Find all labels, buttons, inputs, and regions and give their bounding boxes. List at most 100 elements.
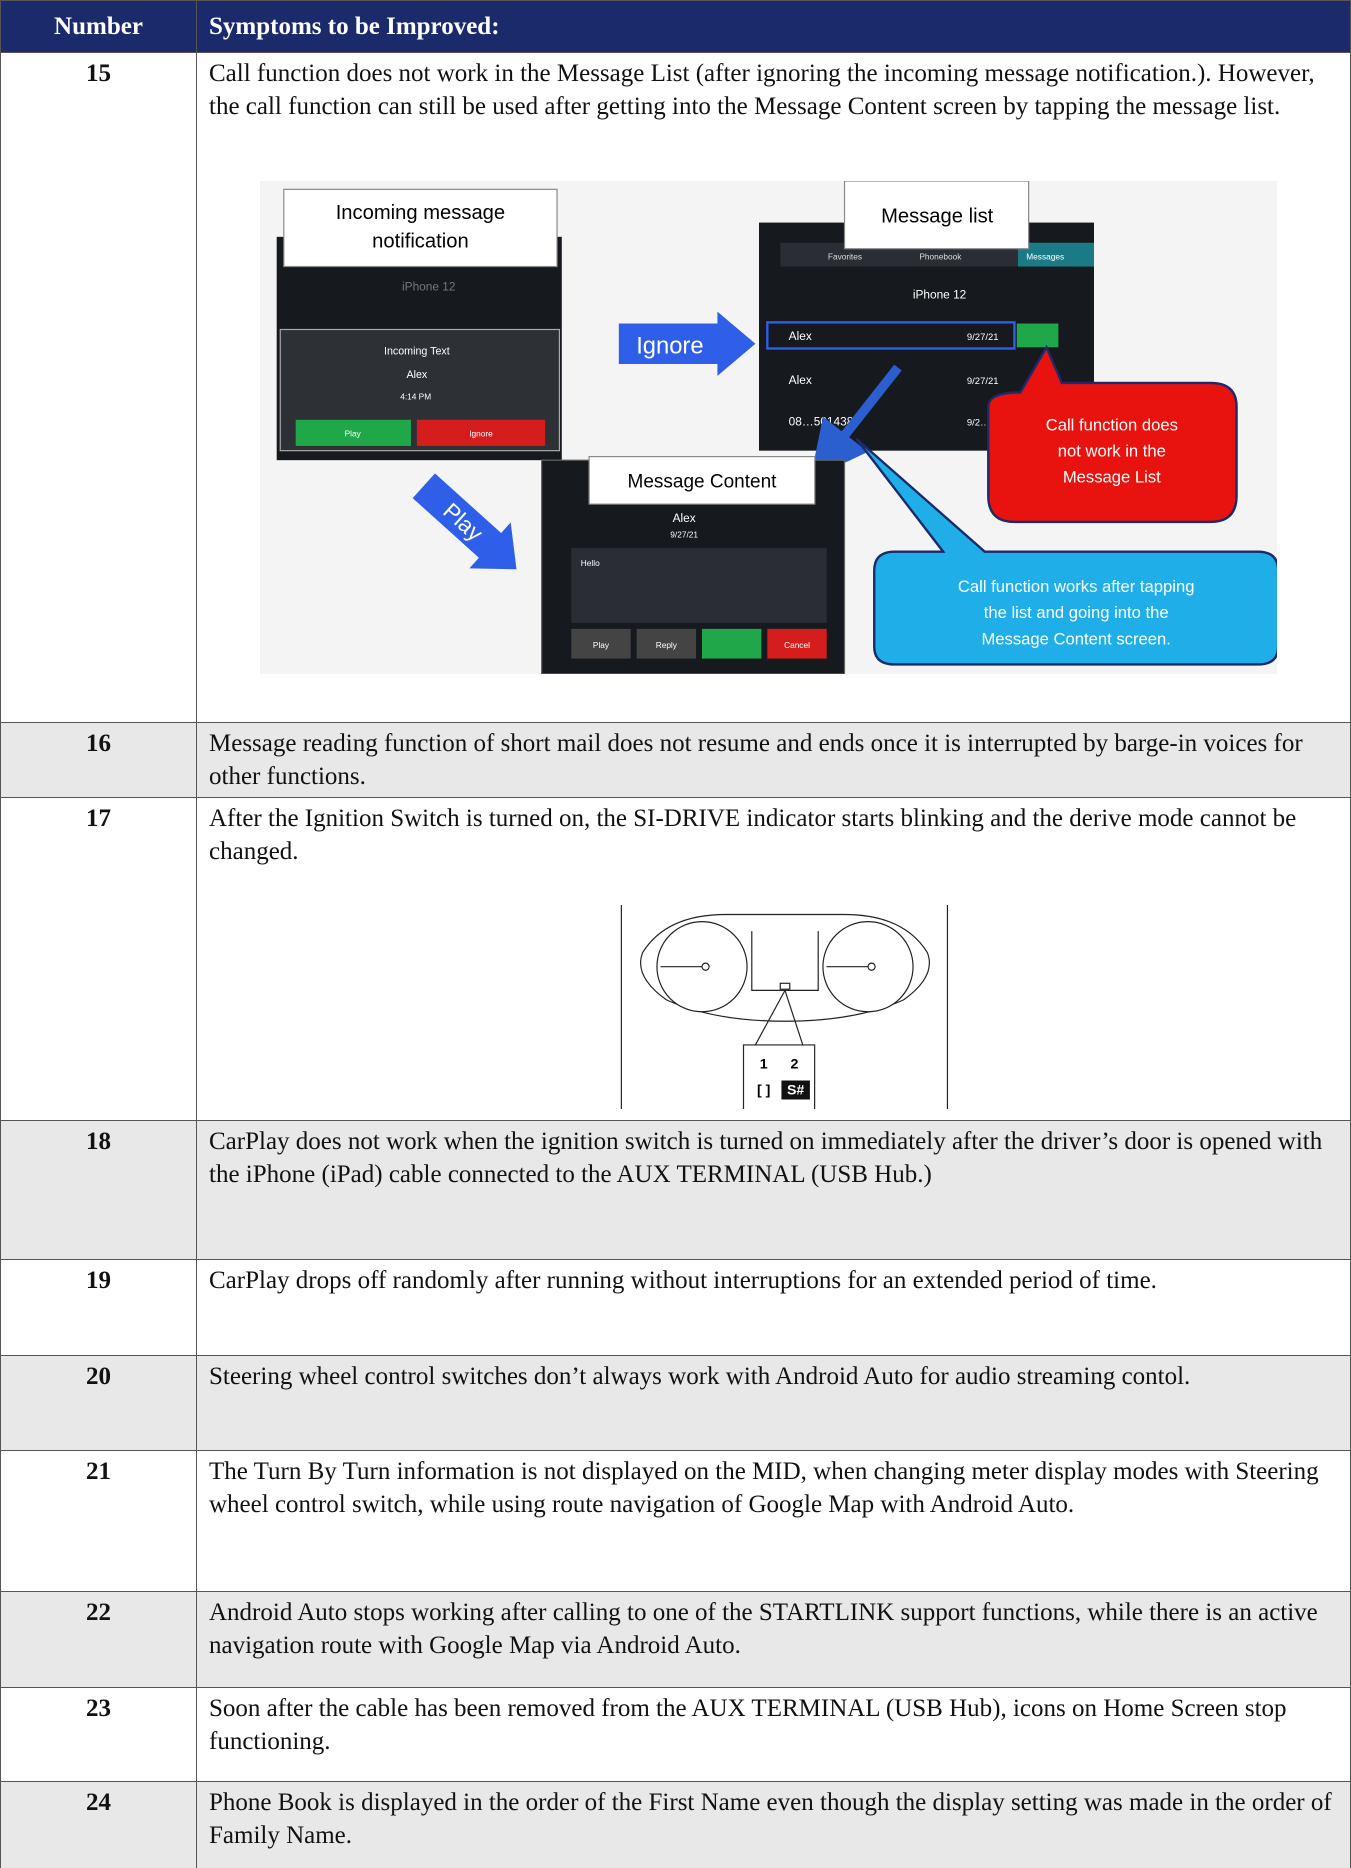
label: Play: [345, 428, 362, 438]
label: 08…501438: [789, 415, 854, 429]
row: 18 CarPlay does not work when the ignitio…: [0, 1120, 1351, 1260]
button: [636, 628, 697, 659]
row: 16 Message reading function of short mail…: [0, 722, 1351, 798]
label: 4:14 PM: [400, 392, 431, 402]
number-cell: 22: [0, 1591, 197, 1688]
label: Ignore: [636, 332, 703, 359]
row: 17 After the Ignition Switch is turned o…: [0, 797, 1351, 1121]
outline: [751, 931, 819, 991]
label: Message Content screen.: [981, 629, 1170, 648]
number-cell: 24: [0, 1781, 197, 1868]
outline: [742, 1044, 816, 1109]
arrow: [618, 311, 756, 376]
label-box: [283, 188, 558, 268]
label: not work in the: [1058, 442, 1166, 461]
row: 15 Call function does not work in the Me…: [0, 52, 1351, 723]
label: Play: [593, 640, 610, 650]
label: Message Content: [628, 471, 778, 492]
label: [ ]: [757, 1083, 770, 1099]
row: 19 CarPlay drops off randomly after runni…: [0, 1259, 1351, 1356]
meter-figure: 1 2 [ ] S#: [620, 905, 949, 1109]
number-cell: 15: [0, 52, 197, 723]
label: notification: [372, 231, 469, 253]
label: S#: [787, 1083, 804, 1099]
number-cell: 19: [0, 1259, 197, 1356]
arrow: Play: [412, 473, 517, 570]
label: Incoming Text: [384, 345, 450, 357]
label: 9/27/21: [967, 332, 999, 343]
label: Alex: [406, 369, 427, 381]
highlight: [766, 321, 1016, 350]
symptom-text: Call function does not work in the Messa…: [209, 60, 1315, 120]
label: iPhone 12: [913, 288, 966, 302]
call-button: [1016, 323, 1059, 348]
label: 1: [760, 1057, 768, 1073]
symbol-box: [781, 1080, 810, 1100]
text-cell: Call function does not work in the Messa…: [196, 52, 1351, 723]
label: Alex: [673, 511, 696, 525]
label: 2: [791, 1057, 799, 1073]
tab: [1017, 242, 1094, 267]
label: 9/2…: [967, 418, 990, 429]
needle: [701, 962, 710, 971]
row: 20 Steering wheel control switches don’t …: [0, 1355, 1351, 1451]
label: 9/27/21: [967, 376, 999, 387]
message-figure: Incoming message notification iPhone 12 …: [260, 181, 1277, 674]
label: Ignore: [469, 428, 493, 438]
symptom-text: After the Ignition Switch is turned on, …: [209, 805, 1297, 865]
label: Incoming message: [336, 202, 505, 224]
text-cell: Phone Book is displayed in the order of …: [196, 1781, 1351, 1868]
button: [295, 419, 411, 446]
label: Messages: [1026, 251, 1064, 261]
number-cell: 20: [0, 1355, 197, 1451]
row: 22 Android Auto stops working after calli…: [0, 1591, 1351, 1688]
header-cell: Symptoms to be Improved:: [196, 0, 1351, 53]
header-row: Number Symptoms to be Improved:: [0, 0, 1351, 53]
number-cell: 23: [0, 1687, 197, 1782]
header-cell: Number: [0, 0, 197, 53]
label: 9/27/21: [670, 529, 698, 539]
label: Cancel: [784, 640, 810, 650]
text-cell: CarPlay does not work when the ignition …: [196, 1120, 1351, 1260]
text-cell: Android Auto stops working after calling…: [196, 1591, 1351, 1688]
label: Hello: [581, 558, 600, 568]
text-cell: Soon after the cable has been removed fr…: [196, 1687, 1351, 1782]
label: Alex: [789, 373, 812, 387]
button: [416, 419, 546, 446]
label-box: [843, 181, 1030, 250]
label: Reply: [656, 640, 678, 650]
arrow: [810, 364, 902, 480]
label: the list and going into the: [984, 603, 1169, 622]
button: [701, 628, 762, 659]
label: iPhone 12: [402, 279, 455, 293]
button: [571, 628, 631, 659]
button: [767, 628, 827, 659]
number-cell: 16: [0, 722, 197, 798]
text-cell: The Turn By Turn information is not disp…: [196, 1450, 1351, 1592]
number-cell: 21: [0, 1450, 197, 1592]
leader: [754, 990, 804, 1046]
row: 24 Phone Book is displayed in the order o…: [0, 1781, 1351, 1868]
callout: [987, 344, 1238, 524]
text-cell: CarPlay drops off randomly after running…: [196, 1259, 1351, 1356]
label: Favorites: [828, 251, 862, 261]
label: Call function does: [1046, 415, 1178, 434]
number-cell: 17: [0, 797, 197, 1121]
label-box: [588, 456, 816, 505]
message-box: [571, 548, 827, 623]
text-cell: After the Ignition Switch is turned on, …: [196, 797, 1351, 1121]
row: 21 The Turn By Turn information is not di…: [0, 1450, 1351, 1592]
indicator: [779, 982, 791, 990]
label: Alex: [789, 329, 812, 343]
label: Message List: [1063, 468, 1161, 487]
label: Call function works after tapping: [958, 577, 1195, 596]
callout: [855, 437, 1277, 666]
label: Phonebook: [919, 251, 962, 261]
needle: [867, 962, 876, 971]
text-cell: Message reading function of short mail d…: [196, 722, 1351, 798]
label: Message list: [881, 206, 994, 228]
text-cell: Steering wheel control switches don’t al…: [196, 1355, 1351, 1451]
row: 23 Soon after the cable has been removed …: [0, 1687, 1351, 1782]
